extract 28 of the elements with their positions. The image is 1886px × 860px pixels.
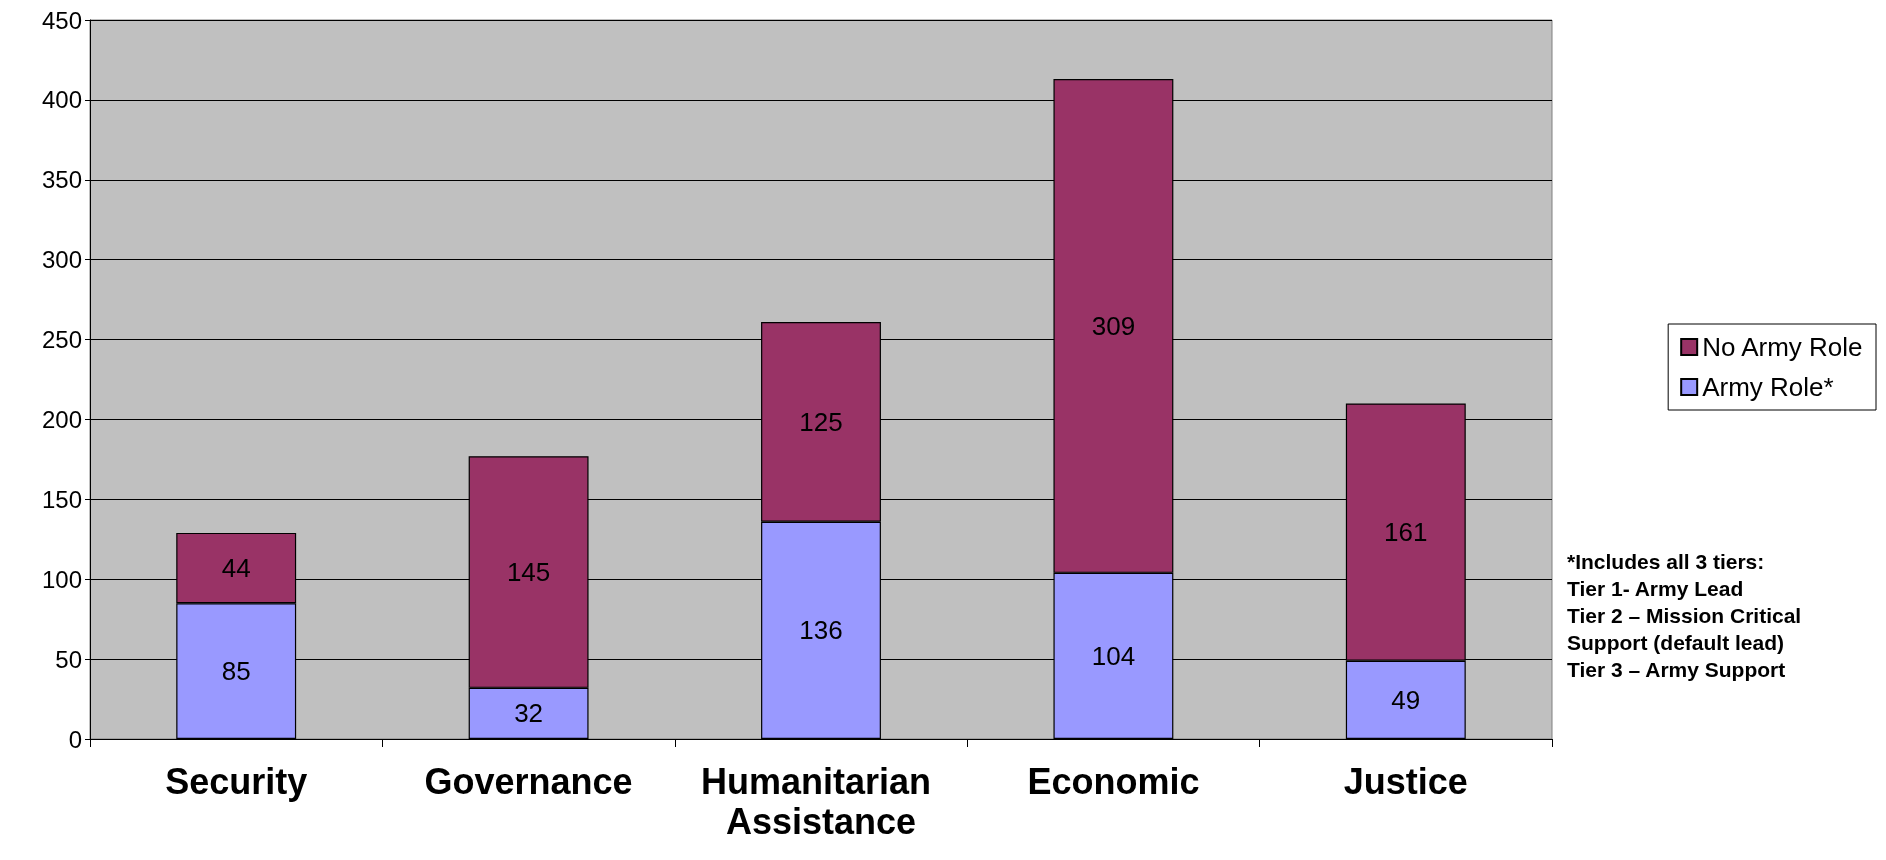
data-label: 49 [1391,684,1421,715]
x-tick-label: Justice [1343,760,1468,802]
x-tick-label: Governance [424,760,633,802]
x-tick-label: Humanitarian Assistance [700,760,942,842]
text: *Includes all 3 tiers: Tier 1- Army Lead Tier 2 – Mission Critical Support (default lead) Tier 3 – Army Support [1567,550,1802,681]
legend-label: No Army Role [1702,332,1863,362]
data-label: 44 [221,553,251,584]
y-tick-label: 350 [41,166,82,194]
data-label: 85 [221,656,251,687]
y-tick-label: 450 [41,6,82,34]
data-label: 125 [799,406,843,437]
y-tick-label: 200 [41,405,82,433]
data-label: 32 [514,698,544,729]
data-label: 145 [506,557,551,588]
x-tick-label: Economic [1027,760,1200,802]
data-label: 161 [1384,517,1428,548]
data-label: 104 [1091,640,1136,671]
x-tick-label: Security [165,760,308,802]
y-tick-label: 400 [41,86,82,114]
legend-label: Army Role* [1702,372,1834,402]
y-tick-label: 0 [68,725,82,753]
data-label: 136 [799,615,843,646]
y-tick-label: 250 [41,326,82,354]
y-tick-label: 50 [55,645,82,673]
y-tick-label: 150 [41,485,82,513]
y-tick-label: 100 [41,565,82,593]
data-label: 309 [1091,310,1136,341]
y-tick-label: 300 [41,246,82,274]
